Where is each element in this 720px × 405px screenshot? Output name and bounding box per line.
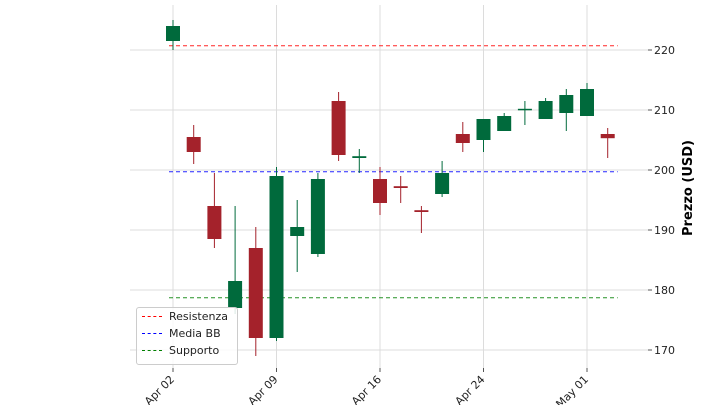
y-tick-label: 190 <box>654 224 675 237</box>
y-axis-ticks: 170 180 190 200 210 220 <box>648 44 675 357</box>
candles <box>166 20 615 356</box>
candle-body <box>414 210 429 212</box>
candle <box>228 206 243 314</box>
candle <box>269 167 284 341</box>
x-tick-label: May 01 <box>553 373 591 405</box>
legend-item-resistenza: Resistenza <box>137 308 237 325</box>
reference-lines <box>169 45 618 299</box>
legend-swatch-resistenza <box>142 316 162 317</box>
candle-body <box>166 26 180 41</box>
candle <box>455 122 470 152</box>
x-tick-label: Apr 09 <box>246 373 281 405</box>
x-tick-label: Apr 16 <box>349 373 384 405</box>
x-axis-ticks: Apr 02 Apr 09 Apr 16 Apr 24 May 01 <box>142 368 591 405</box>
x-tick-label: Apr 24 <box>453 373 488 405</box>
candle <box>600 128 615 158</box>
candle-body <box>373 179 387 203</box>
candle <box>476 119 491 152</box>
legend-label-supporto: Supporto <box>169 344 220 357</box>
candle <box>186 125 201 164</box>
candle-body <box>331 101 346 155</box>
candle-body <box>476 119 491 140</box>
legend-swatch-media-bb <box>142 333 162 334</box>
y-tick-label: 170 <box>654 344 675 357</box>
candle-body <box>435 173 450 194</box>
y-axis-title: Prezzo (USD) <box>681 140 696 236</box>
candle-body <box>497 116 512 131</box>
candle <box>290 200 305 272</box>
candle-body <box>310 179 325 254</box>
candle-body <box>538 101 553 119</box>
candle <box>373 167 387 215</box>
candle-body <box>186 137 201 152</box>
candle <box>414 206 429 233</box>
candle <box>497 113 512 131</box>
candle <box>331 92 346 161</box>
candle-body <box>352 156 367 158</box>
candle-body <box>207 206 222 239</box>
legend-swatch-supporto <box>142 350 162 351</box>
y-tick-label: 180 <box>654 284 675 297</box>
y-tick-label: 220 <box>654 44 675 57</box>
candle <box>207 173 222 248</box>
legend-item-supporto: Supporto <box>137 342 237 359</box>
x-tick-label: Apr 02 <box>142 373 177 405</box>
legend-item-media-bb: Media BB <box>137 325 237 342</box>
candle-body <box>517 108 532 111</box>
legend-label-resistenza: Resistenza <box>169 310 229 323</box>
candle <box>538 98 553 119</box>
candle-body <box>455 134 470 143</box>
candle <box>166 20 180 50</box>
candle-body <box>228 281 243 308</box>
legend-label-media-bb: Media BB <box>169 327 221 340</box>
candle-body <box>248 248 263 338</box>
candle <box>393 176 408 203</box>
candle-body <box>580 89 594 116</box>
candle-body <box>269 176 284 338</box>
candle-body <box>290 227 305 236</box>
candle <box>559 89 574 131</box>
legend: Resistenza Media BB Supporto <box>136 307 238 365</box>
candle-body <box>393 186 408 188</box>
candle-body <box>600 134 615 139</box>
candle <box>352 149 367 173</box>
candle <box>517 101 532 125</box>
y-tick-label: 210 <box>654 104 675 117</box>
candle <box>248 227 263 356</box>
candle-body <box>559 95 574 113</box>
candle <box>435 161 450 197</box>
y-tick-label: 200 <box>654 164 675 177</box>
candle <box>580 83 594 116</box>
candle <box>310 173 325 257</box>
